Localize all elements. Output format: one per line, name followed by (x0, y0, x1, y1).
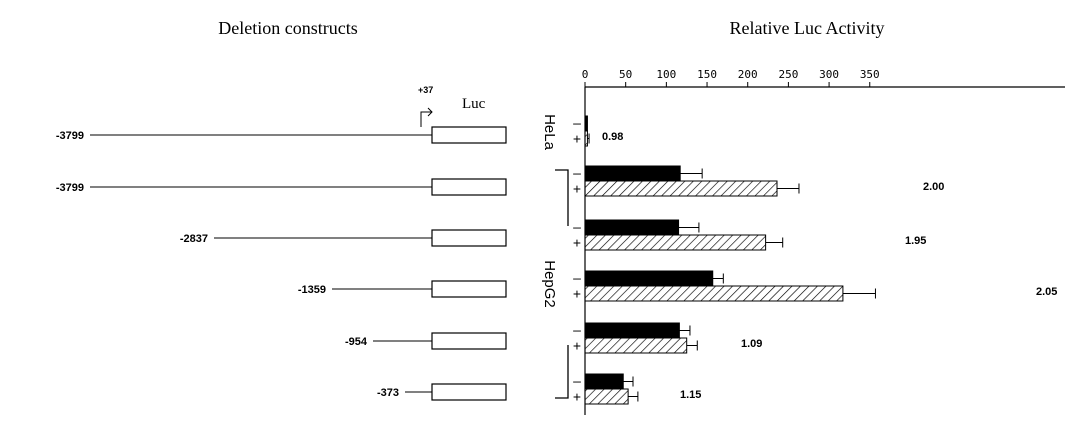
bar-control (584, 115, 588, 132)
bar-treated (584, 285, 844, 302)
bar-treated (584, 337, 688, 354)
x-tick-label: 50 (619, 68, 632, 81)
x-axis: 0 50 100 150 200 250 300 350 (582, 68, 1065, 415)
x-tick-label: 100 (656, 68, 676, 81)
bar-control (584, 373, 624, 390)
tss-label: +37 (418, 85, 433, 95)
constructs-title: Deletion constructs (218, 18, 357, 38)
luc-box (431, 126, 507, 144)
bar-treated (584, 234, 767, 251)
group-label-hepg2: HepG2 (541, 260, 558, 308)
fold-change-label: 2.00 (923, 181, 944, 193)
fold-change-label: 1.15 (680, 389, 701, 401)
treatment-marker: – (573, 165, 581, 181)
x-tick-label: 250 (778, 68, 798, 81)
x-tick-label: 200 (738, 68, 758, 81)
bar-treated (584, 130, 588, 147)
treatment-marker: – (573, 219, 581, 235)
fold-change-label: 1.95 (905, 235, 926, 247)
treatment-marker: – (573, 115, 581, 131)
hepg2-bracket-top (555, 169, 569, 226)
treatment-marker: + (573, 235, 581, 251)
bar-control (584, 270, 714, 287)
bar-control (584, 219, 680, 236)
tss-arrow-icon (420, 107, 433, 127)
x-tick-label: 0 (582, 68, 589, 81)
fold-change-label: 0.98 (602, 131, 623, 143)
luc-box (431, 178, 507, 196)
construct-label: -3799 (56, 130, 84, 142)
fold-change-label: 1.09 (741, 338, 762, 350)
x-tick-label: 350 (860, 68, 880, 81)
treatment-marker: + (573, 286, 581, 302)
construct-label: -954 (345, 336, 368, 348)
construct-label: -2837 (180, 233, 208, 245)
treatment-marker: + (573, 131, 581, 147)
luc-box (431, 229, 507, 247)
x-tick-label: 300 (819, 68, 839, 81)
treatment-marker: – (573, 373, 581, 389)
luc-box (431, 332, 507, 350)
chart-title: Relative Luc Activity (730, 18, 885, 38)
bars: ––––––++++++0.982.001.952.051.091.15 (573, 115, 1057, 405)
luc-box (431, 280, 507, 298)
treatment-marker: – (573, 322, 581, 338)
hepg2-bracket-bottom (555, 345, 569, 399)
cell-line-groups: HeLa HepG2 (541, 114, 569, 399)
bar-treated (584, 180, 778, 197)
bar-control (584, 165, 681, 182)
treatment-marker: + (573, 389, 581, 405)
bar-treated (584, 388, 629, 405)
treatment-marker: – (573, 270, 581, 286)
treatment-marker: + (573, 181, 581, 197)
construct-label: -373 (377, 387, 399, 399)
group-label-hela: HeLa (541, 114, 558, 151)
x-tick-label: 150 (697, 68, 717, 81)
treatment-marker: + (573, 338, 581, 354)
construct-label: -1359 (298, 284, 326, 296)
construct-diagrams: -3799 -3799 -2837 -1359 -954 -373 (56, 126, 507, 401)
construct-label: -3799 (56, 182, 84, 194)
bar-control (584, 322, 680, 339)
fold-change-label: 2.05 (1036, 286, 1057, 298)
luc-box (431, 383, 507, 401)
luc-label: Luc (462, 96, 486, 112)
